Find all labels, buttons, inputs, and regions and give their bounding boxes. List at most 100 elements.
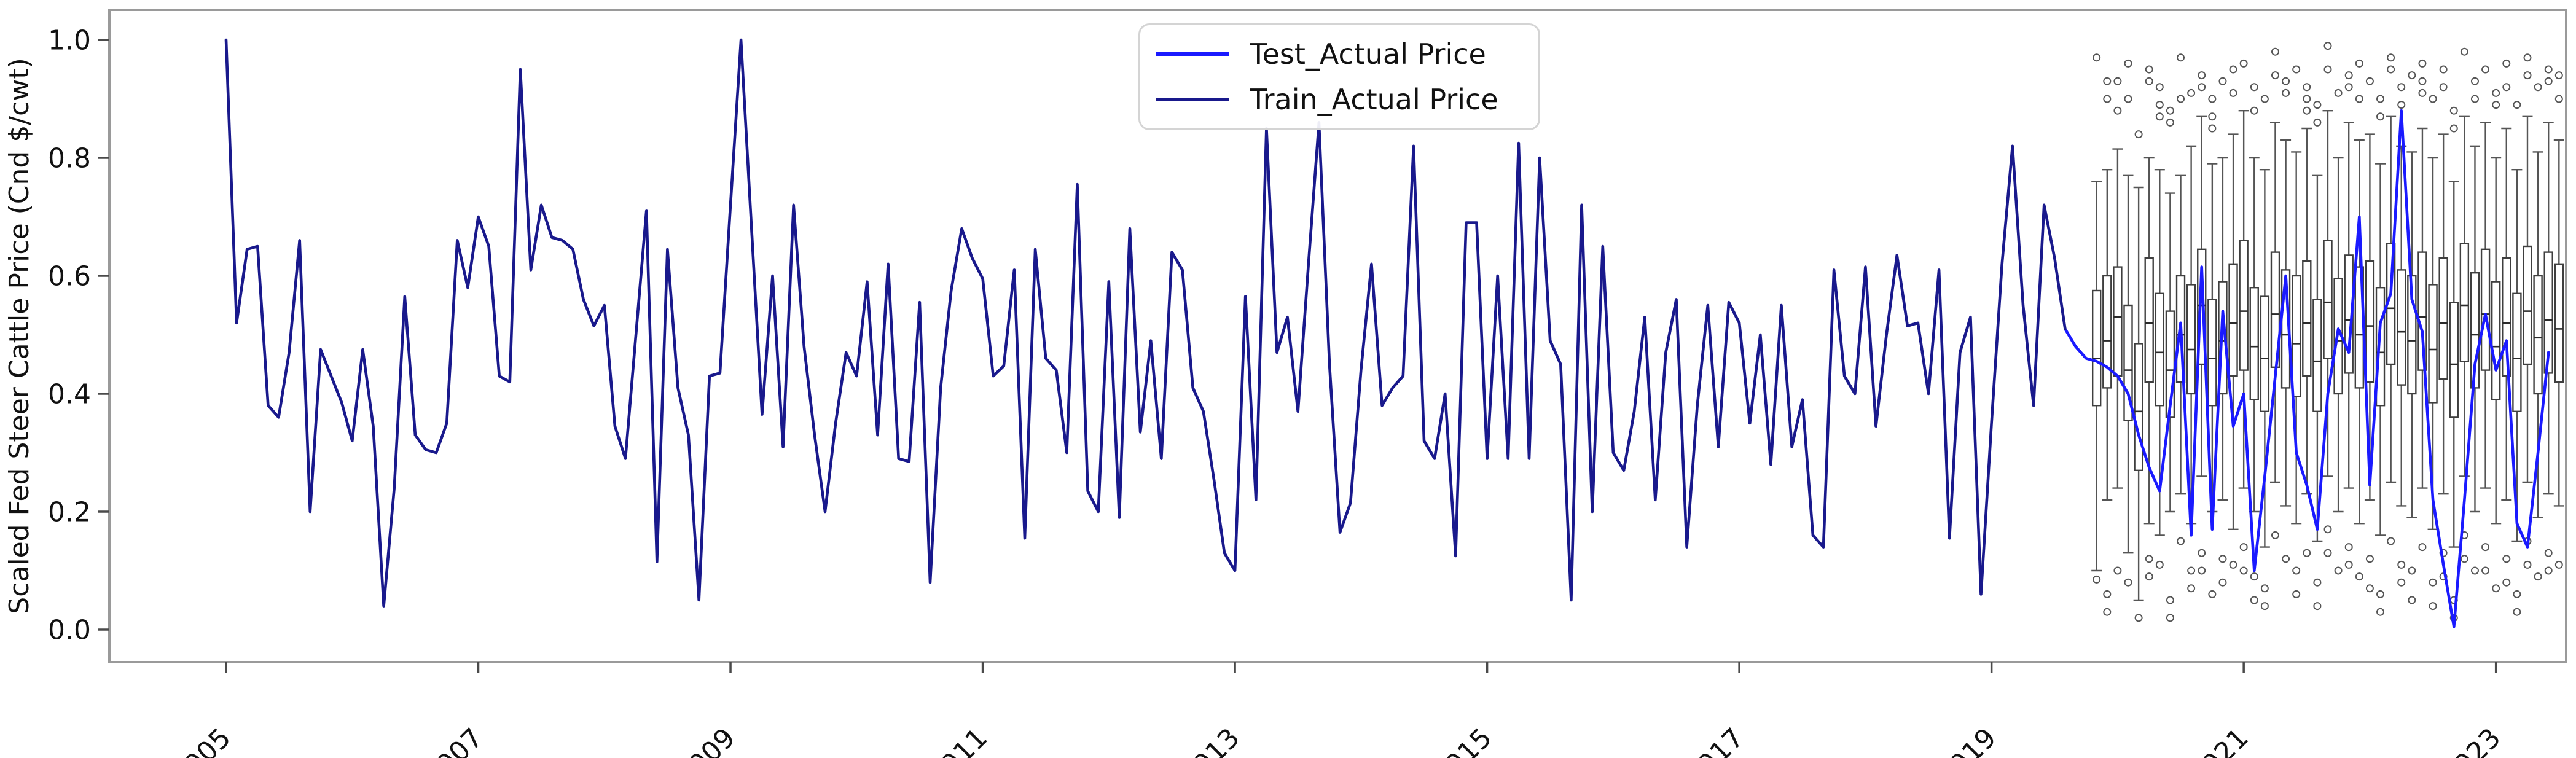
- outlier-point: [2387, 537, 2395, 545]
- outlier-point: [2187, 566, 2196, 575]
- outlier-point: [2134, 130, 2143, 139]
- outlier-point: [2554, 95, 2563, 103]
- outlier-point: [2323, 42, 2332, 50]
- boxplot: [2238, 59, 2249, 575]
- outlier-point: [2397, 83, 2406, 92]
- outlier-point: [2177, 537, 2185, 545]
- iqr-box: [2491, 281, 2501, 400]
- outlier-point: [2323, 65, 2332, 74]
- outlier-point: [2145, 572, 2153, 581]
- y-tick-label: 0.6: [48, 260, 91, 292]
- outlier-point: [2292, 65, 2301, 74]
- iqr-box: [2302, 260, 2312, 377]
- legend-label-test: Test_Actual Price: [1250, 37, 1486, 71]
- boxplot: [2143, 65, 2155, 581]
- iqr-box: [2459, 243, 2470, 362]
- outlier-point: [2166, 106, 2174, 115]
- outlier-point: [2218, 578, 2227, 587]
- boxplot: [2396, 83, 2407, 587]
- outlier-point: [2513, 101, 2521, 109]
- boxplot: [2553, 71, 2564, 569]
- outlier-point: [2250, 572, 2258, 581]
- boxplot: [2448, 106, 2459, 622]
- test-line-swatch: [1156, 52, 1229, 57]
- outlier-point: [2093, 575, 2101, 584]
- iqr-box: [2428, 284, 2438, 404]
- outlier-point: [2355, 572, 2363, 581]
- test-actual-price-line: [2064, 109, 2550, 628]
- boxplot: [2522, 53, 2533, 569]
- x-tick-label: 2005: [166, 722, 237, 758]
- outlier-point: [2408, 71, 2416, 80]
- outlier-point: [2303, 549, 2311, 557]
- outlier-point: [2103, 95, 2112, 103]
- iqr-box: [2228, 263, 2238, 377]
- iqr-box: [2102, 275, 2112, 389]
- outlier-point: [2344, 560, 2353, 569]
- boxplot: [2091, 53, 2102, 584]
- outlier-point: [2323, 525, 2332, 534]
- outlier-point: [2208, 590, 2217, 598]
- iqr-box: [2438, 257, 2448, 380]
- outlier-point: [2481, 543, 2490, 552]
- boxplot: [2154, 83, 2165, 569]
- outlier-point: [2344, 83, 2353, 92]
- outlier-point: [2460, 555, 2468, 563]
- outlier-point: [2365, 77, 2374, 85]
- outlier-point: [2481, 65, 2490, 74]
- boxplot: [2312, 101, 2323, 611]
- boxplot: [2438, 65, 2449, 581]
- outlier-point: [2250, 596, 2258, 604]
- outlier-point: [2470, 77, 2479, 85]
- outlier-point: [2250, 106, 2258, 115]
- outlier-point: [2313, 101, 2322, 109]
- outlier-point: [2208, 95, 2217, 103]
- x-tick-label: 2007: [418, 722, 489, 758]
- outlier-point: [2134, 614, 2143, 622]
- outlier-point: [2544, 549, 2553, 557]
- outlier-point: [2470, 566, 2479, 575]
- outlier-point: [2418, 88, 2427, 97]
- iqr-box: [2523, 245, 2532, 365]
- outlier-point: [2313, 602, 2322, 611]
- outlier-point: [2502, 59, 2511, 68]
- boxplot: [2102, 77, 2113, 616]
- outlier-point: [2155, 112, 2164, 121]
- boxplot: [2480, 65, 2491, 575]
- outlier-point: [2187, 88, 2196, 97]
- x-tick-label: 2021: [2184, 722, 2255, 758]
- outlier-point: [2093, 53, 2101, 62]
- outlier-point: [2313, 118, 2322, 127]
- x-tick-label: 2009: [671, 722, 742, 758]
- outlier-point: [2239, 543, 2248, 552]
- outlier-point: [2387, 65, 2395, 74]
- outlier-point: [2313, 578, 2322, 587]
- outlier-point: [2397, 101, 2406, 109]
- outlier-point: [2365, 555, 2374, 563]
- outlier-point: [2449, 124, 2458, 133]
- outlier-point: [2292, 566, 2301, 575]
- outlier-point: [2376, 608, 2385, 616]
- outlier-point: [2523, 560, 2532, 569]
- outlier-point: [2282, 555, 2290, 563]
- train-actual-price-line: [224, 38, 2067, 608]
- iqr-box: [2186, 284, 2196, 395]
- boxplot: [2301, 83, 2312, 557]
- x-tick-label: 2019: [1932, 722, 2002, 758]
- outlier-point: [2239, 566, 2248, 575]
- outlier-point: [2303, 106, 2311, 115]
- iqr-box: [2155, 292, 2165, 407]
- iqr-box: [2312, 299, 2322, 412]
- iqr-box: [2207, 299, 2217, 407]
- boxplot: [2228, 65, 2239, 569]
- outlier-point: [2523, 71, 2532, 80]
- y-tick-label: 0.8: [48, 143, 91, 174]
- x-tick-label: 2011: [923, 722, 993, 758]
- iqr-box: [2417, 251, 2427, 371]
- outlier-point: [2365, 584, 2374, 593]
- outlier-point: [2418, 59, 2427, 68]
- outlier-point: [2544, 77, 2553, 85]
- boxplot: [2417, 59, 2428, 552]
- iqr-box: [2144, 257, 2154, 383]
